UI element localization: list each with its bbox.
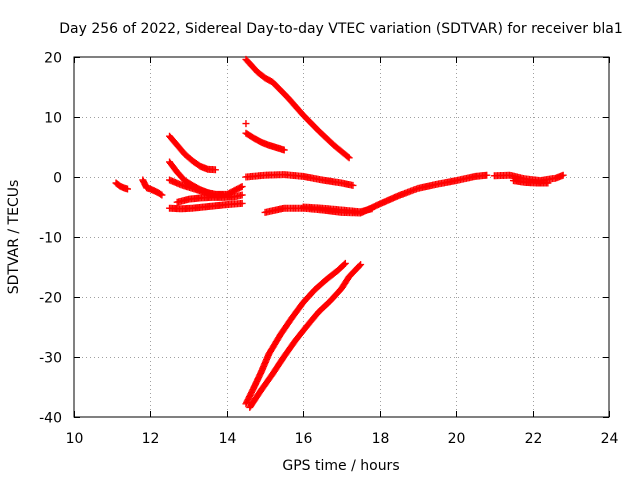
data-point [356,262,364,270]
data-point [349,181,357,189]
y-tick-label: -30 [39,351,62,367]
data-point [238,191,246,199]
series-arc-13 [299,203,376,216]
series-arc-17 [246,261,365,411]
axis-ticks: 10 12 14 16 18 20 22 24 -40 -30 -20 -10 0 10 20 [39,51,618,448]
series-arc-15 [509,177,552,187]
y-tick-label: -20 [39,291,62,307]
data-point [340,260,348,268]
series-arc-3 [166,132,219,174]
data-point [368,205,376,213]
x-tick-label: 22 [525,431,543,447]
data-point [341,259,349,267]
x-tick-label: 24 [601,431,619,447]
data-point [124,185,131,193]
data-point [158,191,166,199]
series-arc-8 [242,55,353,162]
data-points [112,55,567,411]
x-tick-label: 10 [66,431,84,447]
x-tick-label: 18 [372,431,390,447]
data-point [242,120,250,128]
plot-frame [73,56,610,418]
data-point [544,179,552,187]
series-arc-16 [242,259,349,408]
x-tick-label: 16 [295,431,313,447]
chart-title: Day 256 of 2022, Sidereal Day-to-day VTE… [59,21,622,37]
series-arc-2 [139,176,166,199]
x-axis-label: GPS time / hours [282,458,399,474]
y-tick-label: 20 [44,51,62,67]
data-point [238,199,246,207]
data-point [211,166,219,174]
data-point [483,171,491,179]
y-tick-label: 0 [53,171,62,187]
data-point [345,154,353,162]
data-point [280,146,288,154]
data-point [357,261,365,269]
data-point [237,183,245,191]
series-arc-1 [112,179,131,193]
series-arc-11 [242,171,357,189]
x-tick-label: 20 [448,431,466,447]
series-arc-9 [242,120,250,128]
x-tick-label: 12 [142,431,160,447]
data-point [157,190,165,198]
data-point [559,171,567,179]
y-tick-label: -10 [39,231,62,247]
grid [74,57,609,417]
y-tick-label: 10 [44,111,62,127]
data-point [238,183,246,191]
y-axis-label: SDTVAR / TECUs [6,180,22,295]
series-arc-6 [166,199,246,213]
series-arc-7 [173,191,246,206]
y-tick-label: -40 [39,411,62,427]
data-point [344,153,352,161]
series-arc-10 [242,129,288,154]
x-tick-label: 14 [219,431,237,447]
